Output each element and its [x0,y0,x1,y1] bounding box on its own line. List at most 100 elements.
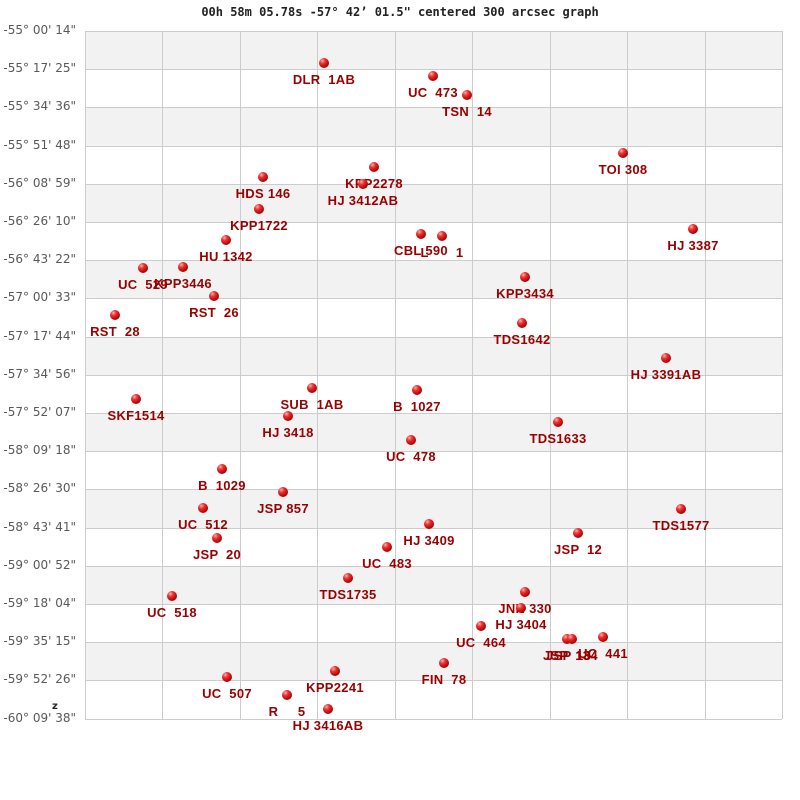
star-point [406,435,416,445]
star-point [598,632,608,642]
star-point [323,704,333,714]
star-point [209,291,219,301]
star-point [462,90,472,100]
row-band [85,260,782,299]
star-point [330,666,340,676]
h-gridline [85,489,782,491]
y-tick-label: -57° 17' 44" [3,328,76,343]
star-label: JSP 13 [542,648,592,663]
star-label: JSP 12 [553,542,603,557]
y-tick-label: -58° 09' 18" [3,443,76,458]
h-gridline [85,413,782,414]
y-tick-label: -57° 34' 56" [3,366,76,381]
star-point [258,172,268,182]
h-gridline [85,527,782,529]
star-label: UC 518 [147,605,197,620]
star-label: HJ 3418 [262,425,314,440]
chart-title: 00h 58m 05.78s -57° 42’ 01.5" centered 3… [201,5,599,19]
star-point [437,231,447,241]
y-tick-label: -57° 00' 33" [3,290,76,305]
v-gridline [472,31,474,719]
star-label: CBL 590 [394,243,448,258]
h-gridline [85,69,782,71]
h-gridline [85,451,782,453]
star-point [520,587,530,597]
star-label: TSN 14 [442,104,492,119]
y-tick-label: -55° 00' 14" [3,23,76,37]
star-point [618,148,628,158]
star-point [212,533,222,543]
star-point [382,542,392,552]
star-point [516,603,526,613]
star-point [439,658,449,668]
star-label: HU 1342 [199,249,253,264]
y-tick-label: -59° 35' 15" [3,634,76,649]
star-label: UC 507 [202,686,252,701]
v-gridline [704,31,706,719]
star-point [167,591,177,601]
star-point [254,204,264,214]
star-point [573,528,583,538]
star-point [138,263,148,273]
y-tick-label: -55° 51' 48" [3,137,76,152]
y-tick-label: -55° 17' 25" [3,61,76,76]
star-point [369,162,379,172]
h-gridline [85,374,782,376]
h-gridline [85,642,782,644]
star-point [517,318,527,328]
star-point [358,179,368,189]
star-point [307,383,317,393]
y-tick-label: -56° 26' 10" [3,214,76,228]
star-label: SUB 1AB [280,397,344,412]
v-gridline [394,31,396,719]
row-band [85,565,782,604]
star-label: TOI 308 [598,162,648,177]
star-point [319,58,329,68]
star-point [520,272,530,282]
star-label: TDS1642 [493,332,551,347]
star-label: UC 483 [362,556,412,571]
y-tick-label: -58° 26' 30" [3,481,76,496]
row-band [85,413,782,452]
star-label: UC 473 [408,85,458,100]
y-tick-label: -56° 08' 59" [3,175,76,190]
star-label: KPP2278 [345,176,403,191]
star-label: L 1 [420,245,464,260]
y-tick-label: -59° 00' 52" [3,557,76,572]
star-point [676,504,686,514]
star-label: RST 26 [189,305,239,320]
h-gridline [85,565,782,567]
star-point [661,353,671,363]
star-label: R 5 [268,704,306,719]
star-label: B 1027 [393,399,441,414]
star-label: KPP3446 [154,276,212,291]
star-point [131,394,141,404]
star-label: JSP 134 [546,648,598,663]
v-gridline [317,31,319,719]
star-point [110,310,120,320]
star-label: HDS 146 [235,186,291,201]
star-label: JSP 20 [192,547,242,562]
h-gridline [85,680,782,682]
star-label: HJ 3412AB [327,193,399,208]
h-gridline [85,107,782,109]
star-label: UC 529 [118,277,168,292]
h-gridline [85,718,782,720]
star-point [198,503,208,513]
star-label: HJ 3404 [495,617,547,632]
star-label: UC 512 [178,517,228,532]
y-tick-label: -55° 34' 36" [3,99,76,114]
star-point [567,634,577,644]
star-label: KPP3434 [496,286,554,301]
h-gridline [85,222,782,223]
y-tick-label: -58° 43' 41" [3,519,76,534]
h-gridline [85,31,782,32]
h-gridline [85,298,782,300]
star-point [222,672,232,682]
row-band [85,107,782,146]
star-point [282,690,292,700]
star-point [412,385,422,395]
row-band [85,642,782,681]
star-label: HJ 3391AB [630,367,702,382]
